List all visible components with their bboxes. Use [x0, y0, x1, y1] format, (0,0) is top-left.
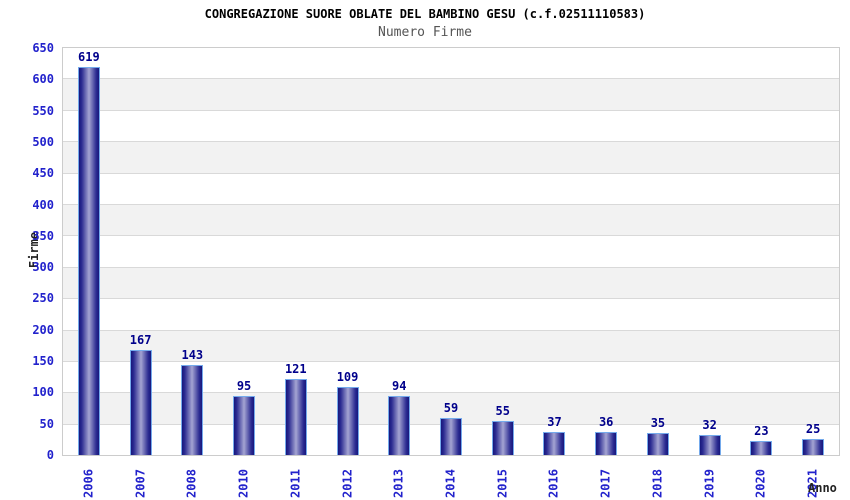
bar: [698, 435, 721, 455]
bar-value-label: 94: [392, 379, 407, 393]
bar-value-label: 95: [236, 379, 252, 393]
bar-value-label: 37: [547, 415, 562, 429]
bar-value-label: 143: [181, 348, 204, 362]
grid-band: [63, 172, 839, 204]
bar-value-label: 25: [805, 422, 821, 436]
y-tick-label: 50: [39, 416, 54, 431]
bar: [543, 432, 566, 455]
x-tick-label: 2016: [546, 469, 561, 498]
bar-value-label: 109: [336, 370, 359, 384]
y-tick-label: 300: [32, 260, 54, 275]
plot-area: 619 167 143 95 121 109 94 59 55 37 36 35 32 23 25: [62, 47, 840, 456]
x-tick-label: 2012: [340, 469, 355, 498]
grid-band: [63, 266, 839, 299]
bar: [181, 365, 204, 455]
bars-layer: 619 167 143 95 121 109 94 59 55 37 36 35 32 23 25: [63, 48, 839, 455]
x-tick-label: 2017: [598, 469, 613, 498]
bar-value-label: 32: [702, 418, 717, 432]
x-tick-label: 2011: [288, 469, 303, 498]
bar: [336, 387, 359, 455]
y-tick-label: 0: [46, 448, 54, 462]
y-tick-label: 500: [32, 134, 54, 149]
grid-band: [63, 298, 839, 330]
grid-band: [63, 78, 839, 110]
y-tick-label: 450: [32, 166, 54, 181]
bar: [440, 418, 462, 455]
bar-value-label: 121: [284, 362, 307, 376]
bar: [77, 67, 100, 455]
bar-value-label: 619: [78, 50, 100, 64]
bar-value-label: 55: [495, 404, 510, 418]
y-tick-label: 650: [32, 41, 54, 55]
grid-band: [63, 48, 839, 79]
chart-title: CONGREGAZIONE SUORE OBLATE DEL BAMBINO G…: [204, 7, 646, 21]
x-tick-label: 2007: [133, 469, 148, 498]
bar: [595, 432, 618, 455]
bar-value-label: 35: [650, 416, 666, 430]
bar: [646, 433, 669, 455]
y-tick-label: 350: [32, 228, 54, 243]
chart-subtitle: Numero Firme: [378, 25, 472, 40]
y-tick-label: 600: [32, 72, 54, 87]
bar-value-label: 23: [754, 424, 769, 438]
bar-value-label: 167: [129, 333, 152, 347]
grid-band: [63, 203, 839, 236]
grid-band: [63, 141, 839, 173]
x-tick-label: 2015: [495, 469, 510, 498]
bar: [802, 439, 825, 455]
y-tick-label: 200: [32, 322, 54, 337]
x-tick-label: 2006: [81, 469, 96, 498]
y-tick-label: 250: [32, 291, 54, 306]
grid-band: [63, 109, 839, 142]
grid-band: [63, 235, 839, 267]
x-tick-label: 2019: [702, 469, 717, 498]
y-tick-label: 550: [32, 103, 54, 118]
bar: [129, 350, 152, 455]
x-axis-title: Anno: [808, 481, 837, 495]
bar: [284, 379, 307, 455]
grid-band: [63, 329, 839, 361]
x-tick-label: 2020: [753, 469, 768, 498]
bar: [750, 441, 773, 455]
y-tick-label: 400: [32, 197, 54, 212]
bar: [388, 396, 411, 455]
x-tick-label: 2018: [650, 469, 665, 498]
x-tick-label: 2014: [443, 469, 458, 498]
bar-value-label: 36: [598, 415, 614, 429]
y-tick-label: 150: [32, 354, 54, 369]
x-tick-label: 2008: [184, 469, 199, 498]
y-tick-label: 100: [32, 385, 54, 400]
x-tick-label: 2010: [236, 469, 251, 498]
bar-value-label: 59: [443, 401, 459, 415]
x-tick-label: 2013: [391, 469, 406, 498]
bar: [491, 421, 514, 455]
bar: [233, 396, 256, 455]
